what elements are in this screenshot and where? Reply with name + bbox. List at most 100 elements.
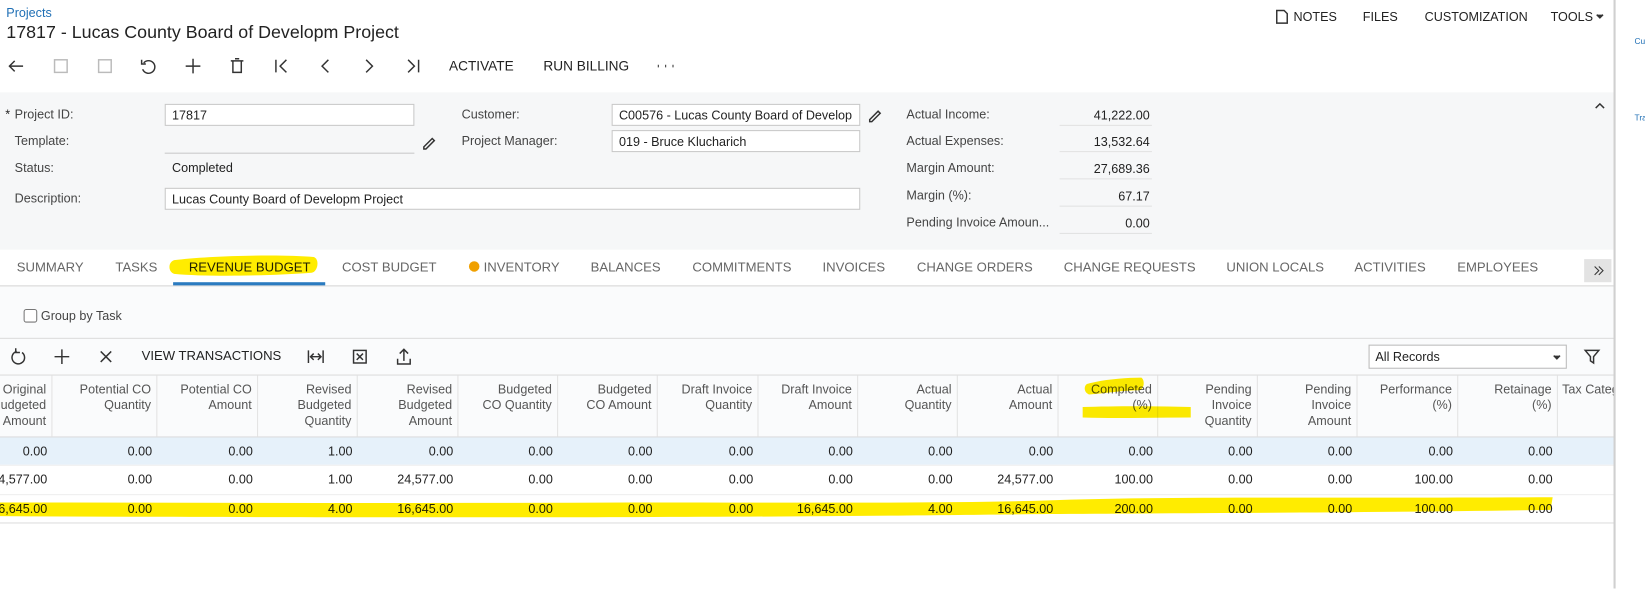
field-input[interactable]: C00576 - Lucas County Board of Develop — [611, 103, 861, 126]
column-header[interactable]: Tax Categ — [1562, 381, 1614, 397]
tab[interactable]: INVENTORY — [483, 260, 560, 275]
separator — [0, 436, 1614, 438]
toolbar-button[interactable]: RUN BILLING — [543, 57, 630, 74]
field-input[interactable]: 17817 — [164, 103, 415, 126]
column-header[interactable]: Completed — [1091, 381, 1152, 397]
tab[interactable]: UNION LOCALS — [1226, 260, 1325, 275]
upload-icon[interactable] — [396, 348, 411, 365]
filter-icon[interactable] — [1583, 349, 1601, 365]
refresh-icon[interactable] — [11, 348, 26, 365]
tab[interactable]: CHANGE REQUESTS — [1063, 260, 1196, 275]
column-header[interactable]: Revised — [406, 381, 453, 397]
tab-scroll[interactable] — [1584, 259, 1612, 283]
cell: 0.00 — [628, 472, 653, 487]
column-header[interactable]: Budgeted — [0, 397, 47, 413]
column-header[interactable]: Quantity — [304, 413, 352, 429]
cell: 0.00 — [528, 501, 553, 517]
add-icon[interactable] — [185, 58, 201, 74]
side-link[interactable]: Cu — [1634, 36, 1645, 47]
top-menu-item[interactable]: CUSTOMIZATION — [1424, 9, 1528, 25]
column-header[interactable]: (%) — [1132, 397, 1152, 413]
cell: 0.00 — [1428, 443, 1454, 459]
column-header[interactable]: Amount — [208, 397, 252, 413]
summary-value: 0.00 — [1059, 213, 1152, 234]
column-header[interactable]: Amount — [408, 413, 453, 429]
column-header[interactable]: Budgeted — [597, 381, 652, 397]
caret[interactable] — [1596, 14, 1604, 19]
filter-select-value[interactable]: All Records — [1375, 349, 1440, 365]
column-header[interactable]: (%) — [1532, 397, 1552, 413]
top-menu-item[interactable]: NOTES — [1293, 9, 1337, 25]
column-header[interactable]: Quantity — [705, 397, 753, 413]
delete-row-icon[interactable] — [100, 350, 112, 363]
add-row-icon[interactable] — [54, 349, 70, 365]
delete-icon[interactable] — [230, 58, 244, 74]
column-header[interactable]: Performance — [1379, 381, 1452, 397]
cell: 0.00 — [528, 472, 553, 487]
column-header[interactable]: Revised — [305, 381, 352, 397]
column-header[interactable]: Amount — [808, 397, 852, 413]
column-header[interactable]: Invoice — [1211, 397, 1252, 413]
column-header[interactable]: Amount — [1307, 413, 1352, 429]
field-input[interactable]: Lucas County Board of Developm Project — [164, 187, 861, 210]
next-icon[interactable] — [365, 59, 374, 73]
collapse-icon[interactable] — [1595, 102, 1605, 109]
column-header[interactable]: Quantity — [1204, 413, 1252, 429]
checkbox[interactable] — [23, 308, 38, 323]
column-header[interactable]: Actual — [916, 381, 952, 397]
column-header[interactable]: Budgeted — [497, 381, 552, 397]
last-icon[interactable] — [407, 59, 420, 73]
summary-value: 67.17 — [1059, 186, 1152, 207]
tab[interactable]: INVOICES — [822, 260, 886, 275]
column-header[interactable]: Original — [2, 381, 47, 397]
edit-icon[interactable] — [868, 110, 882, 123]
column-header[interactable]: Quantity — [904, 397, 952, 413]
tab[interactable]: SUMMARY — [16, 260, 84, 275]
summary-value: 13,532.64 — [1059, 131, 1152, 153]
column-header[interactable]: Potential CO — [180, 381, 252, 397]
breadcrumb[interactable]: Projects — [6, 5, 52, 20]
column-header[interactable]: CO Quantity — [482, 397, 552, 413]
column-header[interactable]: Draft Invoice — [781, 381, 852, 397]
top-menu-item[interactable]: TOOLS — [1550, 9, 1594, 25]
toolbar-button[interactable]: ACTIVATE — [449, 57, 514, 74]
grid-button[interactable]: VIEW TRANSACTIONS — [141, 348, 282, 363]
field-input[interactable]: 019 - Bruce Klucharich — [611, 130, 861, 153]
column-header[interactable]: Invoice — [1311, 397, 1352, 413]
column-header[interactable]: Amount — [1008, 397, 1053, 413]
tab[interactable]: TASKS — [115, 260, 158, 275]
cell: 0.00 — [22, 443, 48, 459]
column-header[interactable]: Pending — [1305, 381, 1352, 397]
first-icon[interactable] — [275, 59, 287, 73]
top-menu-item[interactable]: FILES — [1362, 9, 1398, 25]
fit-icon[interactable] — [307, 350, 324, 363]
column-header[interactable]: Quantity — [104, 397, 152, 413]
column-header[interactable]: (%) — [1432, 397, 1452, 413]
back-icon[interactable] — [8, 60, 24, 72]
column-header[interactable]: Draft Invoice — [681, 381, 753, 397]
tab[interactable]: BALANCES — [590, 260, 661, 275]
side-link[interactable]: Tra — [1634, 113, 1644, 123]
prev-icon[interactable] — [321, 59, 329, 73]
undo-icon[interactable] — [140, 59, 156, 74]
column-header[interactable]: CO Amount — [586, 397, 652, 413]
excel-icon[interactable] — [352, 349, 367, 364]
tab[interactable]: CHANGE ORDERS — [916, 260, 1033, 275]
checkbox-label[interactable]: Group by Task — [40, 308, 122, 324]
tab[interactable]: REVENUE BUDGET — [188, 260, 311, 275]
edit-icon[interactable] — [423, 137, 436, 150]
tab[interactable]: ACTIVITIES — [1354, 260, 1426, 275]
tab[interactable]: EMPLOYEES — [1457, 260, 1539, 275]
tab[interactable]: COMMITMENTS — [692, 260, 792, 275]
column-header[interactable]: Budgeted — [297, 397, 352, 413]
filter-select[interactable] — [1368, 344, 1567, 369]
column-header[interactable]: Pending — [1205, 381, 1252, 397]
column-header[interactable]: Potential CO — [79, 381, 152, 397]
column-header[interactable]: Budgeted — [398, 397, 453, 413]
column-header[interactable]: Retainage — [1494, 381, 1552, 397]
cell: 0.00 — [828, 443, 853, 459]
notes-icon[interactable] — [1276, 9, 1288, 24]
column-header[interactable]: Amount — [2, 413, 47, 429]
tab[interactable]: COST BUDGET — [342, 260, 437, 275]
column-header[interactable]: Actual — [1017, 381, 1053, 397]
